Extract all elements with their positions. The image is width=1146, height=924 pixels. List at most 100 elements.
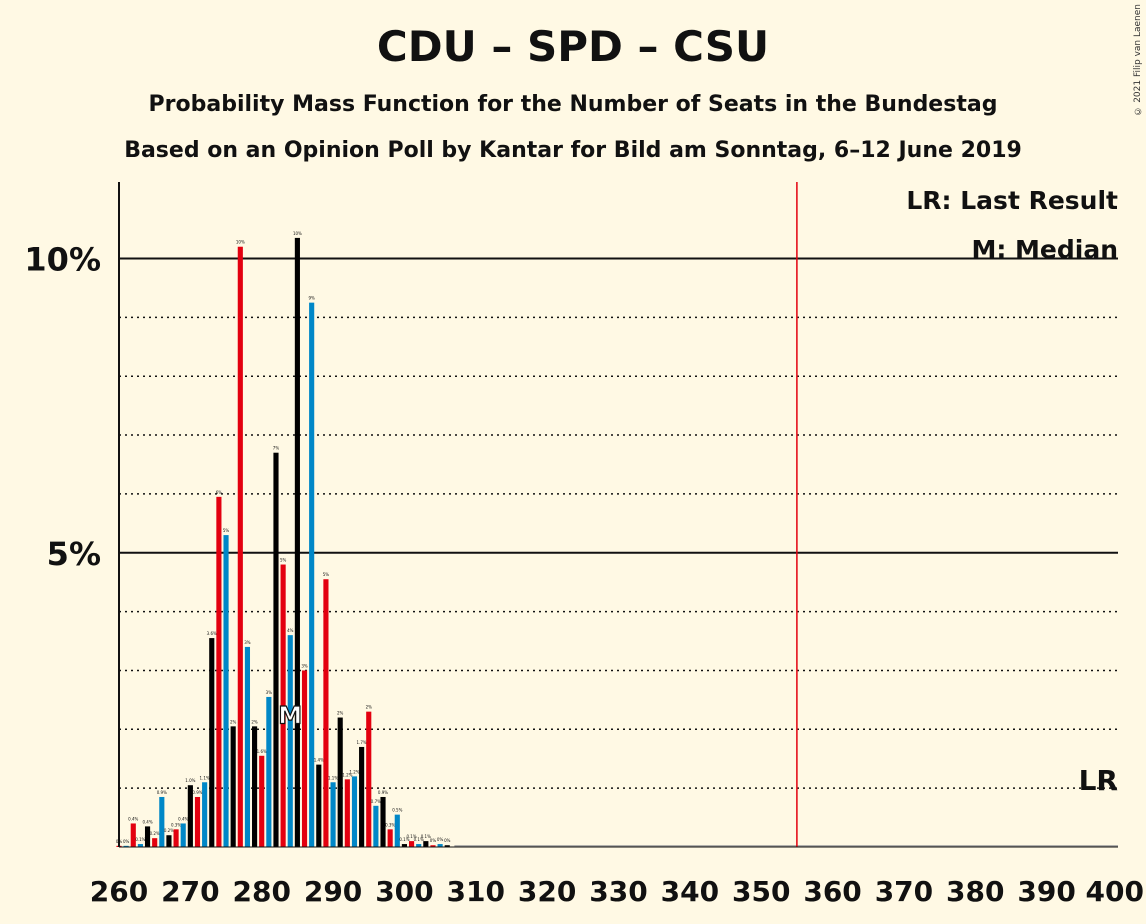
bar-seat-293 <box>351 776 358 847</box>
bar-seat-297 <box>380 796 386 847</box>
bar-seat-269 <box>180 823 186 847</box>
bar-label-288: 1.4% <box>314 758 324 763</box>
bar-label-261: 0% <box>123 839 130 844</box>
bar-seat-289 <box>323 579 329 847</box>
bar-seat-291 <box>337 717 343 847</box>
x-tick-label: 330 <box>589 875 647 908</box>
bar-seat-275 <box>223 535 229 847</box>
bar-label-281: 3% <box>266 690 273 695</box>
bar-seat-273 <box>209 638 215 847</box>
bar-label-305: 0% <box>437 837 444 842</box>
bar-seat-261 <box>123 845 129 847</box>
bar-seat-265 <box>152 838 158 847</box>
y-tick-label: 10% <box>24 241 101 279</box>
bar-seat-301 <box>408 841 415 847</box>
x-tick-label: 320 <box>518 875 576 908</box>
y-tick-label: 5% <box>47 535 101 573</box>
bar-label-273: 3.6% <box>207 631 217 636</box>
bar-seat-294 <box>359 746 365 847</box>
x-tick-label: 340 <box>661 875 719 908</box>
bar-label-264: 0.4% <box>142 819 152 824</box>
x-tick-label: 300 <box>375 875 433 908</box>
bar-seat-279 <box>252 726 258 847</box>
bar-seat-268 <box>173 829 179 847</box>
x-tick-label: 310 <box>447 875 505 908</box>
bar-seat-296 <box>373 805 379 847</box>
x-tick-label: 350 <box>732 875 790 908</box>
bar-seat-304 <box>430 845 436 847</box>
bar-label-294: 1.7% <box>357 740 367 745</box>
bar-seat-272 <box>202 782 208 847</box>
bar-label-302: 0.1% <box>414 837 424 842</box>
bar-seat-290 <box>330 782 336 847</box>
bar-seat-305 <box>437 844 443 847</box>
x-tick-label: 260 <box>90 875 148 908</box>
bar-label-269: 0.4% <box>178 816 188 821</box>
bar-seat-288 <box>316 764 322 847</box>
bar-seat-262 <box>130 823 136 847</box>
grid-lines <box>119 257 1118 789</box>
bar-label-284: 4% <box>287 628 294 633</box>
bar-label-275: 5% <box>223 528 230 533</box>
bar-label-289: 5% <box>323 572 330 577</box>
x-tick-label: 270 <box>161 875 219 908</box>
bar-seat-271 <box>194 796 201 847</box>
bar-seat-264 <box>144 826 151 847</box>
bar-label-277: 10% <box>236 240 245 245</box>
bar-seat-306 <box>444 845 450 847</box>
bar-label-304: 0% <box>430 838 437 843</box>
bar-seat-284 <box>287 635 293 847</box>
bar-label-297: 0.9% <box>378 790 388 795</box>
bar-label-285: 10% <box>293 231 302 236</box>
bar-label-263: 0.1% <box>135 837 145 842</box>
bar-seat-295 <box>366 711 372 847</box>
x-tick-label: 280 <box>232 875 290 908</box>
bar-label-296: 0.7% <box>371 799 381 804</box>
legend-last-result: LR: Last Result <box>906 186 1118 215</box>
bar-seat-270 <box>187 785 193 847</box>
x-tick-label: 390 <box>1017 875 1075 908</box>
bar-label-287: 9% <box>308 296 315 301</box>
bar-label-271: 0.9% <box>192 790 202 795</box>
bar-label-262: 0.4% <box>128 816 138 821</box>
x-tick-label: 360 <box>803 875 861 908</box>
bar-label-291: 2% <box>337 711 344 716</box>
bar-seat-281 <box>266 696 272 847</box>
bar-label-278: 3% <box>244 640 251 645</box>
bar-seat-267 <box>166 835 172 847</box>
bar-label-266: 0.9% <box>157 790 167 795</box>
bar-label-283: 5% <box>280 558 287 563</box>
axes-group: LR 260 270 280 290 300 310 320 330 340 350 360 370 38… <box>24 182 1144 908</box>
bar-seat-286 <box>301 670 308 847</box>
bar-seat-292 <box>344 779 350 847</box>
x-tick-label: 290 <box>304 875 362 908</box>
bar-seat-299 <box>394 814 400 847</box>
x-tick-label: 370 <box>875 875 933 908</box>
chart-subtitle-2: Based on an Opinion Poll by Kantar for B… <box>124 138 1022 163</box>
bar-label-280: 1.6% <box>257 749 267 754</box>
bar-label-282: 7% <box>273 446 280 451</box>
bar-label-265: 0.2% <box>150 831 160 836</box>
bar-seat-283 <box>280 564 286 847</box>
bar-seat-277 <box>237 246 243 848</box>
bar-seat-300 <box>401 844 407 847</box>
bar-label-286: 3% <box>301 663 308 668</box>
bar-label-295: 2% <box>366 705 373 710</box>
median-marker: M <box>278 701 302 729</box>
bar-seat-266 <box>159 796 165 847</box>
x-tick-label: 380 <box>946 875 1004 908</box>
bar-label-290: 1.1% <box>328 775 338 780</box>
bar-label-276: 2% <box>230 719 237 724</box>
bar-label-293: 1.2% <box>349 769 359 774</box>
chart-subtitle-1: Probability Mass Function for the Number… <box>148 92 998 117</box>
bar-label-303: 0.1% <box>421 834 431 839</box>
bar-label-270: 1.0% <box>185 778 195 783</box>
bar-label-292: 1.2% <box>342 772 352 777</box>
bar-seat-276 <box>230 726 236 847</box>
bar-seat-274 <box>216 496 222 847</box>
bar-label-268: 0.3% <box>171 822 181 827</box>
bar-label-301: 0.1% <box>406 834 416 839</box>
bar-seat-280 <box>259 755 265 847</box>
last-result-label: LR <box>1079 764 1118 797</box>
